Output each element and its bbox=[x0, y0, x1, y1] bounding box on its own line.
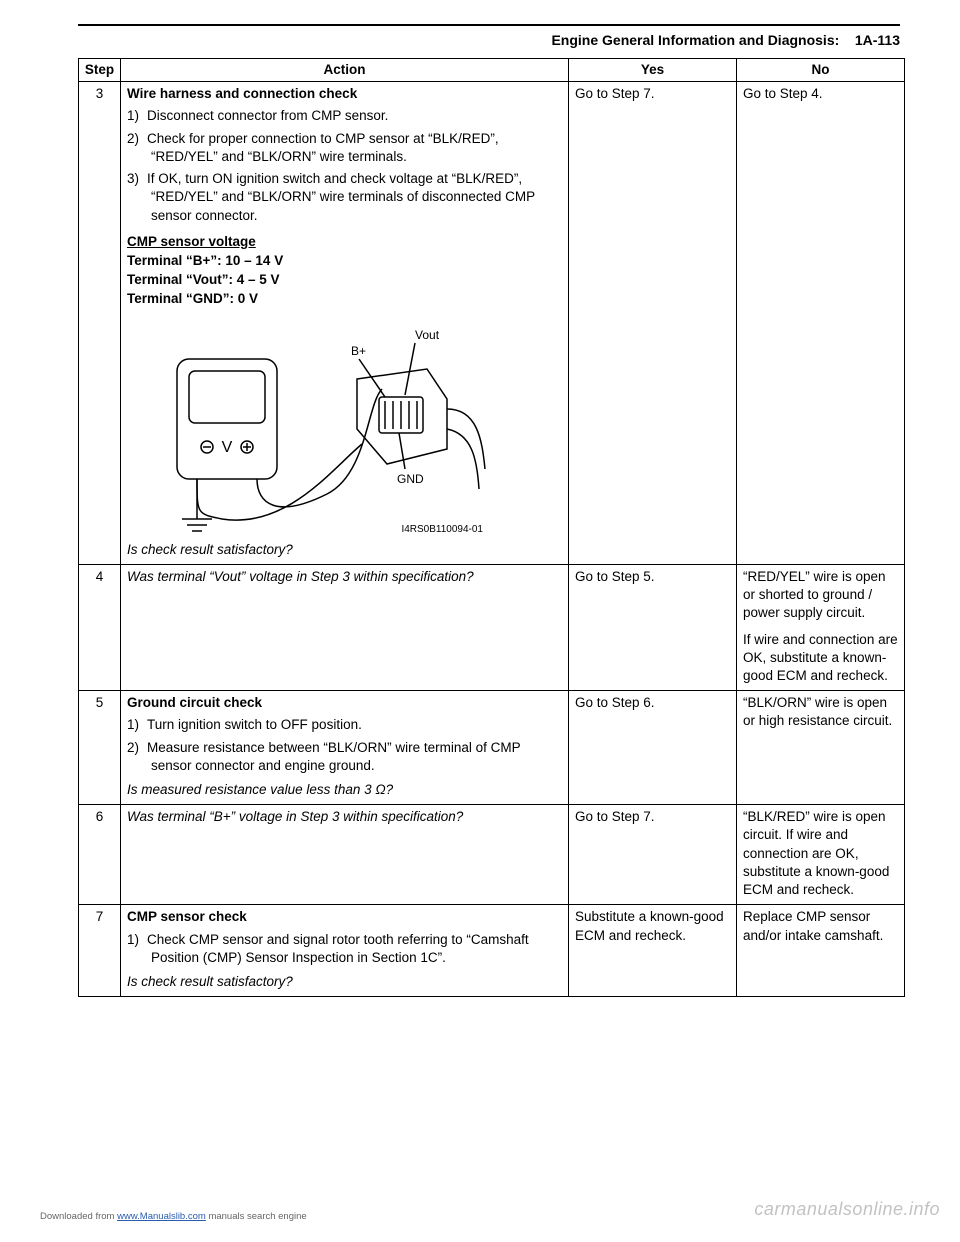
table-header-row: Step Action Yes No bbox=[79, 59, 905, 82]
voltage-line: Terminal “GND”: 0 V bbox=[127, 290, 562, 308]
table-row: 6 Was terminal “B+” voltage in Step 3 wi… bbox=[79, 805, 905, 905]
list-item: 3)If OK, turn ON ignition switch and che… bbox=[127, 170, 562, 225]
step-number: 4 bbox=[79, 564, 121, 690]
label-gnd: GND bbox=[397, 472, 424, 486]
list-text: If OK, turn ON ignition switch and check… bbox=[147, 171, 535, 222]
svg-text:V: V bbox=[222, 439, 233, 456]
label-vout: Vout bbox=[415, 328, 440, 342]
yes-cell: Go to Step 7. bbox=[569, 82, 737, 565]
list-text: Measure resistance between “BLK/ORN” wir… bbox=[147, 740, 520, 773]
list-item: 1)Disconnect connector from CMP sensor. bbox=[127, 107, 562, 125]
action-list: 1)Turn ignition switch to OFF position. … bbox=[127, 716, 562, 775]
col-step: Step bbox=[79, 59, 121, 82]
step-question: Was terminal “Vout” voltage in Step 3 wi… bbox=[127, 568, 562, 586]
section-title: Engine General Information and Diagnosis… bbox=[551, 32, 839, 48]
table-row: 3 Wire harness and connection check 1)Di… bbox=[79, 82, 905, 565]
voltmeter-diagram: V bbox=[127, 319, 487, 539]
action-cell: CMP sensor check 1)Check CMP sensor and … bbox=[121, 905, 569, 997]
action-title: Ground circuit check bbox=[127, 694, 562, 712]
yes-cell: Go to Step 6. bbox=[569, 691, 737, 805]
voltage-heading: CMP sensor voltage bbox=[127, 233, 562, 251]
diagnostic-table: Step Action Yes No 3 Wire harness and co… bbox=[78, 58, 905, 997]
table-row: 5 Ground circuit check 1)Turn ignition s… bbox=[79, 691, 905, 805]
step-number: 3 bbox=[79, 82, 121, 565]
yes-cell: Go to Step 7. bbox=[569, 805, 737, 905]
no-cell: Replace CMP sensor and/or intake camshaf… bbox=[737, 905, 905, 997]
no-text-2: If wire and connection are OK, substitut… bbox=[743, 631, 898, 686]
table-row: 7 CMP sensor check 1)Check CMP sensor an… bbox=[79, 905, 905, 997]
col-yes: Yes bbox=[569, 59, 737, 82]
action-list: 1)Check CMP sensor and signal rotor toot… bbox=[127, 931, 562, 967]
no-cell: “BLK/RED” wire is open circuit. If wire … bbox=[737, 805, 905, 905]
step-question: Is check result satisfactory? bbox=[127, 973, 562, 991]
step-question: Is check result satisfactory? bbox=[127, 541, 562, 559]
action-cell: Was terminal “Vout” voltage in Step 3 wi… bbox=[121, 564, 569, 690]
action-list: 1)Disconnect connector from CMP sensor. … bbox=[127, 107, 562, 224]
page-footer: Downloaded from www.Manualslib.com manua… bbox=[40, 1211, 307, 1222]
page-header: Engine General Information and Diagnosis… bbox=[78, 32, 900, 48]
footer-suffix: manuals search engine bbox=[206, 1211, 307, 1222]
top-rule bbox=[78, 24, 900, 26]
list-text: Turn ignition switch to OFF position. bbox=[147, 717, 362, 732]
voltage-line: Terminal “Vout”: 4 – 5 V bbox=[127, 271, 562, 289]
step-number: 5 bbox=[79, 691, 121, 805]
list-text: Check CMP sensor and signal rotor tooth … bbox=[147, 932, 529, 965]
footer-link[interactable]: www.Manualslib.com bbox=[117, 1211, 206, 1222]
col-no: No bbox=[737, 59, 905, 82]
list-text: Check for proper connection to CMP senso… bbox=[147, 131, 499, 164]
list-item: 1)Check CMP sensor and signal rotor toot… bbox=[127, 931, 562, 967]
page-number: 1A-113 bbox=[855, 32, 900, 48]
list-item: 2)Check for proper connection to CMP sen… bbox=[127, 130, 562, 166]
list-item: 2)Measure resistance between “BLK/ORN” w… bbox=[127, 739, 562, 775]
no-cell: “BLK/ORN” wire is open or high resistanc… bbox=[737, 691, 905, 805]
no-text-1: “RED/YEL” wire is open or shorted to gro… bbox=[743, 568, 898, 623]
yes-cell: Substitute a known-good ECM and recheck. bbox=[569, 905, 737, 997]
step-number: 6 bbox=[79, 805, 121, 905]
label-bplus: B+ bbox=[351, 344, 366, 358]
table-row: 4 Was terminal “Vout” voltage in Step 3 … bbox=[79, 564, 905, 690]
step-question: Is measured resistance value less than 3… bbox=[127, 781, 562, 799]
col-action: Action bbox=[121, 59, 569, 82]
list-text: Disconnect connector from CMP sensor. bbox=[147, 108, 388, 123]
voltage-line: Terminal “B+”: 10 – 14 V bbox=[127, 252, 562, 270]
action-cell: Ground circuit check 1)Turn ignition swi… bbox=[121, 691, 569, 805]
no-cell: Go to Step 4. bbox=[737, 82, 905, 565]
action-cell: Wire harness and connection check 1)Disc… bbox=[121, 82, 569, 565]
voltage-spec: CMP sensor voltage Terminal “B+”: 10 – 1… bbox=[127, 233, 562, 309]
footer-prefix: Downloaded from bbox=[40, 1211, 117, 1222]
list-item: 1)Turn ignition switch to OFF position. bbox=[127, 716, 562, 734]
step-question: Was terminal “B+” voltage in Step 3 with… bbox=[127, 808, 562, 826]
no-cell: “RED/YEL” wire is open or shorted to gro… bbox=[737, 564, 905, 690]
action-title: CMP sensor check bbox=[127, 908, 562, 926]
step-number: 7 bbox=[79, 905, 121, 997]
watermark: carmanualsonline.info bbox=[754, 1199, 940, 1220]
action-title: Wire harness and connection check bbox=[127, 85, 562, 103]
diagram-svg: V bbox=[127, 319, 487, 539]
diagram-caption: I4RS0B110094-01 bbox=[401, 523, 483, 537]
action-cell: Was terminal “B+” voltage in Step 3 with… bbox=[121, 805, 569, 905]
yes-cell: Go to Step 5. bbox=[569, 564, 737, 690]
